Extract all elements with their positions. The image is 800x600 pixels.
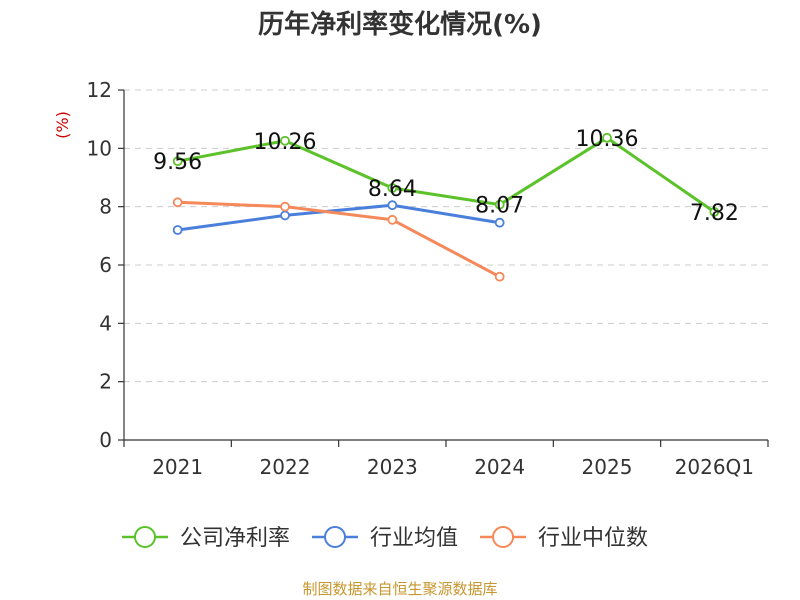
y-tick-label: 12 [87,78,112,102]
legend-item-1[interactable]: 行业均值 [312,526,458,551]
legend-item-2[interactable]: 行业中位数 [480,526,648,551]
x-tick-label: 2026Q1 [675,455,754,479]
series-2-point[interactable] [387,214,398,225]
y-tick-label: 4 [99,311,112,335]
source-note: 制图数据来自恒生聚源数据库 [302,580,497,598]
x-tick-label: 2023 [367,455,418,479]
x-tick-label: 2022 [260,455,311,479]
legend-marker-icon [134,526,156,548]
x-tick-label: 2024 [474,455,525,479]
y-axis-unit-label: (%) [53,111,72,139]
series-line-0 [177,136,716,214]
y-tick-label: 2 [99,370,112,394]
legend-label: 行业中位数 [538,526,648,551]
series-0-point[interactable] [280,135,290,146]
series-1-point[interactable] [280,210,290,221]
series-0-point[interactable] [387,183,398,193]
axes: 0 2 4 6 8 10 12 2021 2022 2023 2024 2025 2026Q1 [87,78,769,479]
y-tick-label: 0 [99,428,112,452]
series-0-point[interactable] [494,199,505,210]
x-tick-label: 2025 [582,455,633,479]
series-1-point[interactable] [494,217,505,228]
series-0-point[interactable] [172,156,183,167]
legend[interactable]: 公司净利率 行业均值 行业中位数 [122,526,648,551]
series-2-point[interactable] [494,271,505,282]
chart-title: 历年净利率变化情况(%) [258,9,542,40]
series-1-point[interactable] [387,200,398,211]
data-labels: 9.56 10.26 8.64 8.07 10.36 7.82 [153,127,739,226]
y-tick-label: 8 [99,195,112,219]
y-tick-label: 10 [87,136,112,160]
series-line-1 [177,203,500,232]
data-label: 10.26 [254,130,317,155]
legend-item-0[interactable]: 公司净利率 [122,526,290,551]
grid-lines [124,89,768,383]
x-tick-label: 2021 [152,455,203,479]
legend-marker-icon [324,526,347,548]
series-line-2 [177,200,501,278]
y-tick-label: 6 [99,253,112,277]
legend-marker-icon [492,526,515,548]
series-lines [172,132,720,282]
series-0-point[interactable] [709,207,720,217]
data-label: 8.64 [368,177,417,202]
data-label: 7.82 [690,201,739,226]
data-label: 9.56 [153,150,202,175]
legend-label: 公司净利率 [180,526,290,551]
series-2-point[interactable] [172,197,183,208]
data-label: 8.07 [475,194,524,219]
series-1-point[interactable] [172,225,183,235]
series-0-point[interactable] [602,132,612,143]
data-label: 10.36 [576,127,639,152]
legend-label: 行业均值 [370,526,458,551]
series-2-point[interactable] [280,201,290,212]
